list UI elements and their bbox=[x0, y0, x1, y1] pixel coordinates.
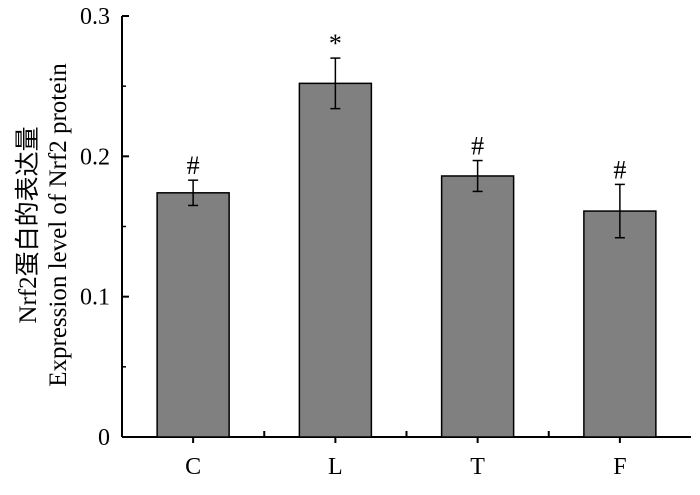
y-tick-label: 0.3 bbox=[80, 4, 110, 30]
y-axis-label-chinese: Nrf2蛋白的表达量 bbox=[14, 126, 42, 323]
x-tick-label-C: C bbox=[185, 454, 201, 480]
bar-T bbox=[440, 175, 515, 438]
y-tick-label: 0.2 bbox=[80, 144, 110, 170]
bar-L bbox=[298, 82, 373, 438]
bar-F bbox=[583, 210, 657, 438]
x-tick-label-L: L bbox=[328, 454, 343, 480]
significance-mark: # bbox=[471, 132, 484, 161]
y-tick-label: 0 bbox=[98, 425, 110, 451]
y-tick-label: 0.1 bbox=[80, 285, 110, 311]
labels: 0 0.1 0.2 0.3 C # L * T # F # bbox=[80, 4, 627, 480]
x-tick-label-T: T bbox=[470, 454, 485, 480]
significance-mark: * bbox=[329, 29, 342, 58]
bars bbox=[156, 57, 657, 438]
x-tick-label-F: F bbox=[613, 454, 626, 480]
bar-C bbox=[156, 192, 230, 438]
y-axis-label-english: Expression level of Nrf2 protein bbox=[45, 63, 72, 387]
significance-mark: # bbox=[613, 155, 626, 184]
significance-mark: # bbox=[187, 151, 200, 180]
